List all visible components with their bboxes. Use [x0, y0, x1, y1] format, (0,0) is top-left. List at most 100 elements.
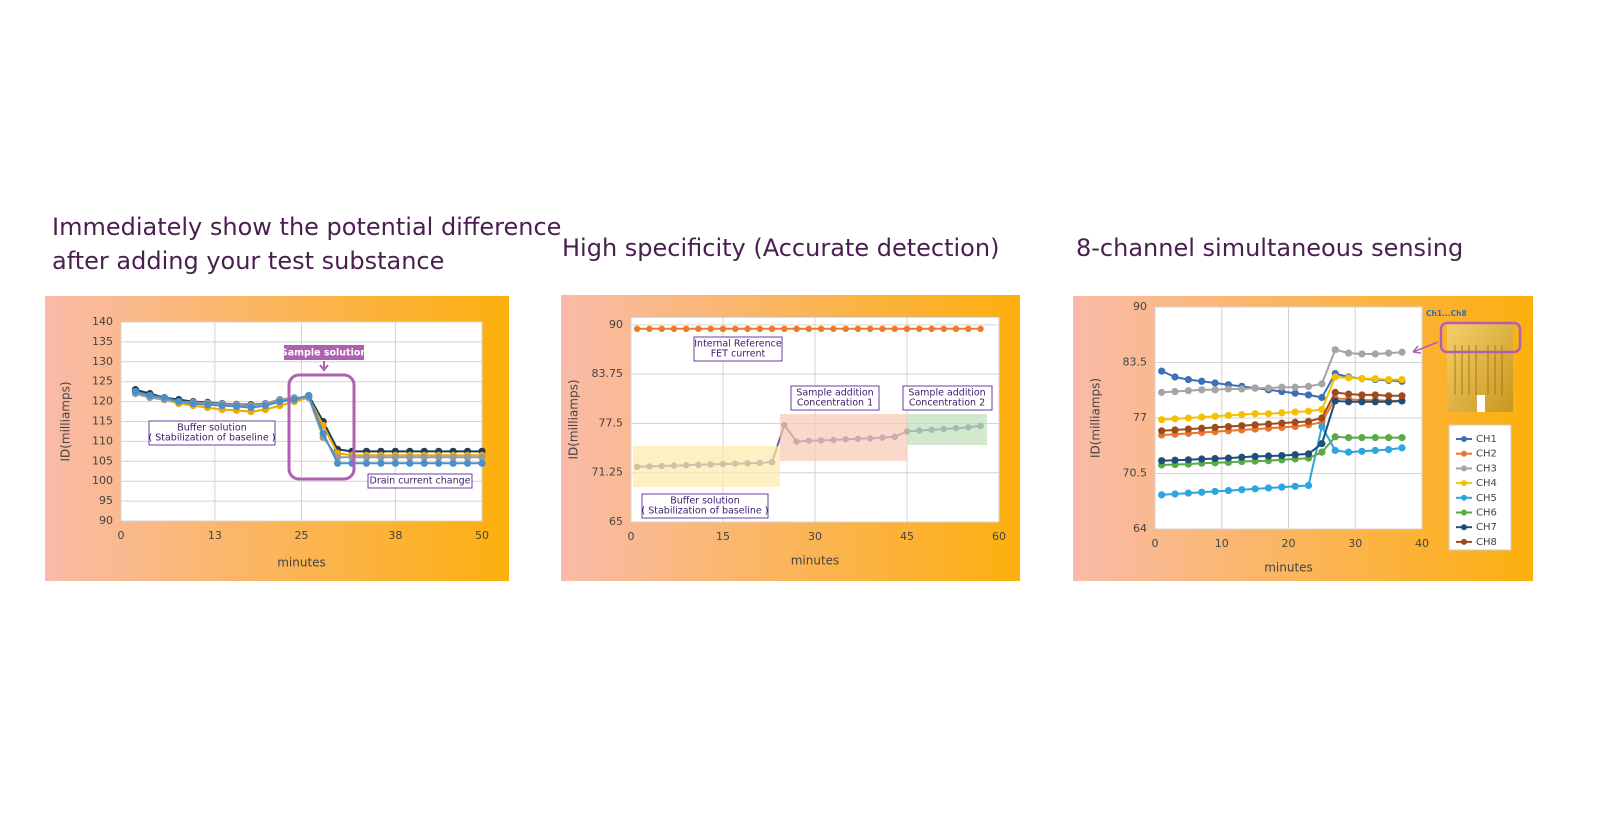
- y-tick-label: 140: [92, 315, 113, 328]
- data-point: [1238, 410, 1246, 419]
- data-point: [1224, 454, 1233, 462]
- data-point: [891, 325, 898, 333]
- data-point: [1171, 387, 1179, 396]
- data-point: [793, 325, 800, 333]
- legend-swatch: [1461, 509, 1467, 516]
- data-point: [1291, 418, 1299, 426]
- data-point: [1358, 375, 1366, 383]
- y-tick-label: 105: [92, 454, 113, 467]
- x-tick-label: 38: [388, 529, 402, 542]
- data-point: [1278, 409, 1286, 417]
- y-axis-label: ID(milliamps): [59, 381, 73, 461]
- data-point: [1331, 346, 1339, 354]
- legend-swatch: [1461, 524, 1467, 531]
- x-tick-label: 0: [118, 529, 125, 542]
- data-point: [854, 325, 862, 333]
- data-point: [1318, 448, 1326, 456]
- data-point: [1278, 419, 1286, 427]
- data-point: [719, 325, 727, 333]
- data-point: [1318, 380, 1326, 388]
- data-point: [391, 459, 399, 467]
- data-point: [1371, 398, 1379, 406]
- data-point: [1251, 452, 1259, 461]
- data-point: [1158, 427, 1166, 435]
- data-point: [1211, 423, 1219, 431]
- legend-swatch: [1461, 494, 1467, 501]
- data-point: [1211, 412, 1219, 420]
- data-point: [1398, 397, 1406, 405]
- arrow: [319, 361, 329, 372]
- chip-notch: [1477, 395, 1485, 412]
- data-point: [478, 453, 486, 461]
- data-point: [1371, 350, 1379, 358]
- data-point: [478, 459, 486, 467]
- data-point: [1198, 377, 1206, 385]
- data-point: [1331, 388, 1339, 396]
- x-tick-label: 0: [1152, 537, 1159, 550]
- data-point: [1358, 391, 1366, 399]
- data-point: [1184, 425, 1192, 433]
- data-point: [1304, 382, 1313, 391]
- data-point: [319, 429, 327, 438]
- data-point: [435, 459, 443, 467]
- data-point: [463, 453, 472, 461]
- data-point: [646, 325, 653, 333]
- data-point: [1304, 481, 1313, 490]
- y-tick-label: 130: [92, 355, 113, 368]
- data-point: [1184, 387, 1192, 395]
- data-point: [362, 453, 371, 461]
- y-tick-label: 110: [92, 434, 113, 447]
- y-tick-label: 120: [92, 395, 113, 408]
- data-point: [732, 325, 739, 333]
- data-point: [1211, 487, 1219, 496]
- x-tick-label: 13: [208, 529, 222, 542]
- x-tick-label: 10: [1215, 537, 1229, 550]
- data-point: [204, 401, 212, 409]
- data-point: [1344, 374, 1353, 382]
- data-point: [1385, 392, 1393, 400]
- label-box: [790, 385, 880, 411]
- data-point: [879, 325, 886, 333]
- y-axis-label: ID(milliamps): [1089, 378, 1103, 458]
- y-tick-label: 70.5: [1123, 467, 1148, 480]
- data-point: [1344, 398, 1353, 406]
- data-point: [744, 325, 751, 333]
- data-point: [1278, 451, 1286, 460]
- data-point: [756, 325, 763, 333]
- data-point: [1331, 373, 1339, 381]
- data-point: [1184, 414, 1192, 422]
- data-point: [1318, 393, 1326, 402]
- data-point: [1278, 483, 1286, 491]
- x-tick-label: 30: [808, 530, 822, 543]
- data-point: [928, 325, 935, 333]
- data-point: [1385, 398, 1393, 406]
- data-point: [817, 325, 825, 333]
- data-point: [670, 325, 678, 333]
- data-point: [131, 388, 140, 396]
- y-tick-label: 71.25: [592, 466, 624, 479]
- chart-title: Immediately show the potential differenc…: [52, 213, 561, 241]
- data-point: [1318, 414, 1326, 422]
- data-point: [1344, 349, 1353, 357]
- data-point: [1385, 375, 1393, 384]
- data-point: [1238, 486, 1246, 494]
- region: [633, 446, 780, 487]
- highlight-box: [1439, 321, 1522, 354]
- label-box: [693, 336, 783, 362]
- data-point: [1238, 385, 1246, 393]
- legend-label: CH2: [1476, 449, 1497, 460]
- data-point: [1251, 421, 1259, 429]
- y-axis-label: ID(milliamps): [567, 379, 581, 459]
- annotation: Sample addition: [908, 388, 985, 399]
- data-point: [1264, 410, 1273, 418]
- y-tick-label: 77: [1133, 411, 1147, 424]
- data-point: [1211, 386, 1219, 394]
- data-point: [1385, 349, 1393, 357]
- data-point: [1211, 379, 1219, 387]
- data-point: [1385, 445, 1393, 454]
- x-axis-label: minutes: [791, 554, 840, 568]
- data-point: [1344, 390, 1353, 398]
- data-point: [1291, 482, 1299, 490]
- data-point: [1198, 455, 1206, 463]
- region: [907, 414, 987, 445]
